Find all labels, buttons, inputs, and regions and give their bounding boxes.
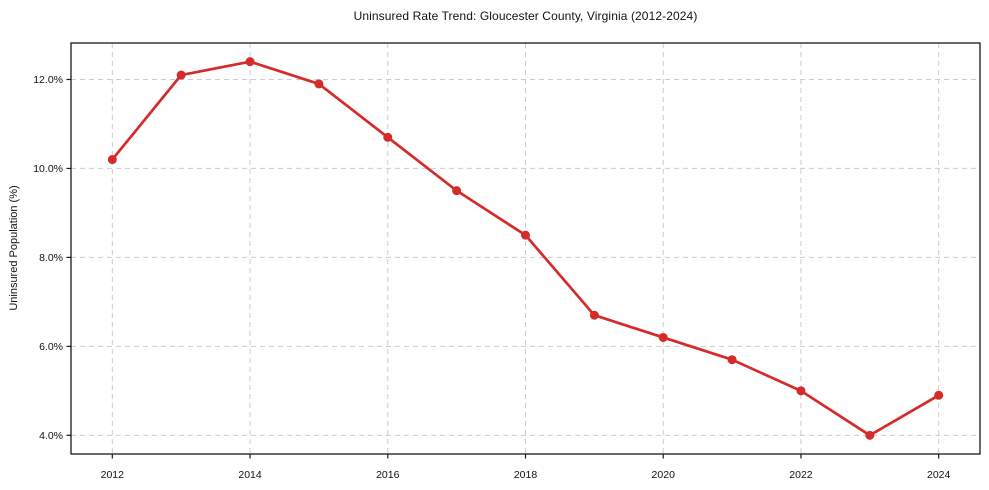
data-point-2016: [383, 132, 393, 142]
y-tick-label: 10.0%: [33, 163, 63, 175]
x-tick-label: 2016: [376, 469, 400, 481]
data-point-2019: [589, 310, 599, 320]
data-point-2018: [521, 230, 530, 240]
plot-frame: [70, 42, 981, 455]
x-tick-label: 2014: [238, 469, 262, 481]
x-tick-label: 2022: [789, 469, 813, 481]
data-point-2017: [452, 186, 462, 196]
x-tick-label: 2018: [514, 469, 538, 481]
data-point-2020: [658, 332, 668, 342]
data-point-2013: [176, 70, 186, 80]
data-point-2015: [314, 79, 324, 89]
y-tick-label: 12.0%: [33, 74, 63, 86]
data-point-2022: [796, 386, 806, 396]
data-point-2012: [107, 155, 117, 165]
data-point-2014: [245, 57, 255, 67]
y-tick-label: 4.0%: [39, 430, 63, 442]
chart-title: Uninsured Rate Trend: Gloucester County,…: [353, 9, 698, 23]
data-point-2023: [865, 430, 875, 440]
x-tick-label: 2020: [652, 469, 676, 481]
x-tick-label: 2012: [101, 469, 125, 481]
y-tick-label: 6.0%: [39, 341, 63, 353]
data-point-2021: [727, 355, 737, 365]
y-tick-label: 8.0%: [39, 252, 63, 264]
x-tick-label: 2024: [927, 469, 951, 481]
data-point-2024: [934, 390, 944, 400]
